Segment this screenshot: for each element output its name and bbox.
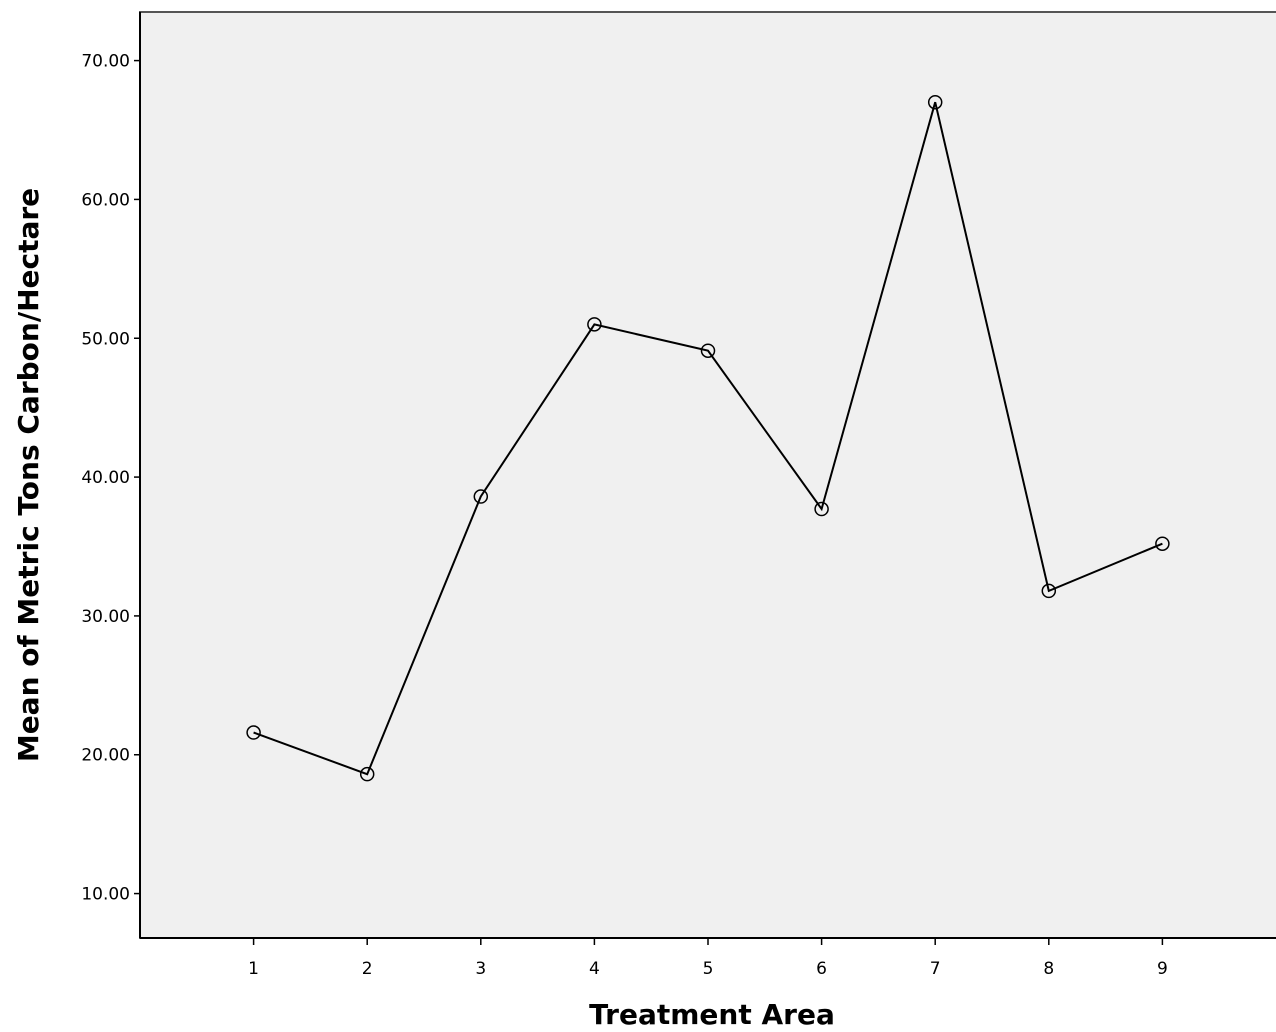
data-point (473, 489, 489, 504)
y-tick-label: 10.00 (81, 885, 130, 905)
x-tick-label: 2 (362, 959, 373, 979)
data-point (1155, 536, 1170, 551)
y-tick-label: 60.00 (81, 190, 130, 210)
data-point (587, 317, 602, 332)
y-axis-ticks: 10.00 20.00 30.00 40.00 50.00 60.00 70.00 (81, 52, 140, 905)
y-tick-label: 30.00 (81, 607, 130, 627)
x-tick-label: 3 (475, 959, 486, 979)
data-point (927, 94, 943, 110)
plot-area (139, 11, 1276, 939)
x-axis-ticks: 1 2 3 4 5 6 7 8 9 (248, 938, 1168, 979)
y-tick-label: 50.00 (81, 329, 130, 349)
y-tick-label: 40.00 (81, 468, 130, 488)
y-tick-label: 70.00 (81, 52, 130, 72)
x-tick-label: 6 (816, 959, 827, 979)
x-tick-label: 4 (589, 959, 600, 979)
series-line (253, 101, 1163, 776)
y-tick-label: 20.00 (81, 746, 130, 766)
x-tick-label: 8 (1043, 959, 1054, 979)
x-tick-label: 1 (248, 959, 259, 979)
data-markers (246, 94, 1170, 782)
x-tick-label: 9 (1157, 959, 1168, 979)
data-point (700, 343, 716, 358)
y-axis-title: Mean of Metric Tons Carbon/Hectare (12, 188, 45, 762)
data-point (246, 725, 261, 740)
data-point (1041, 583, 1057, 599)
data-point (814, 501, 829, 517)
x-tick-label: 7 (930, 959, 941, 979)
data-point (359, 766, 375, 782)
x-tick-label: 5 (703, 959, 714, 979)
x-axis-title: Treatment Area (589, 998, 835, 1031)
